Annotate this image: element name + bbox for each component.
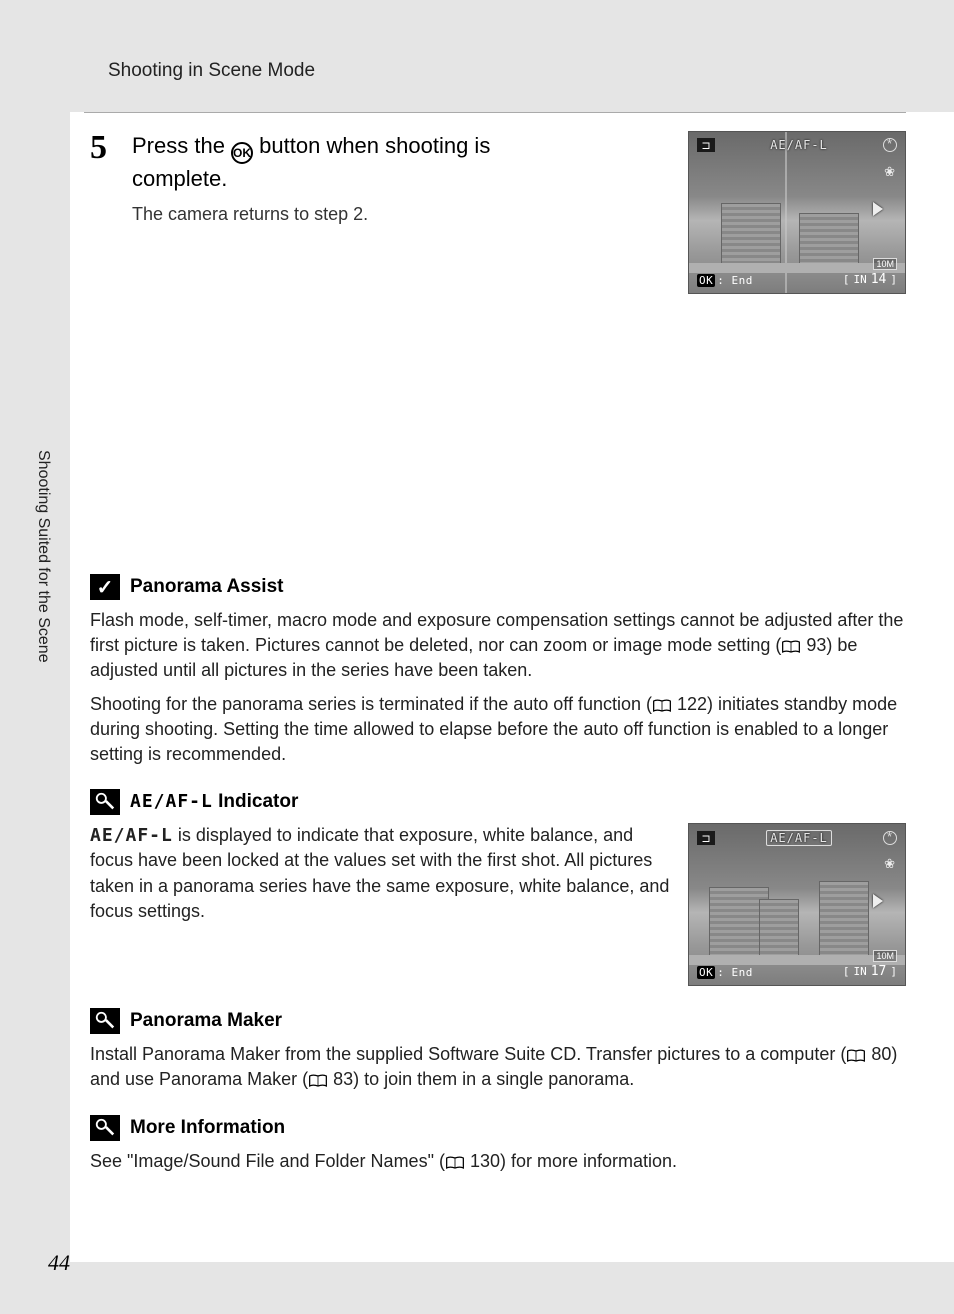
- direction-arrow-icon: [873, 894, 883, 908]
- memory-counter: [IN 17]: [843, 964, 897, 979]
- disc-icon: [883, 831, 897, 845]
- page-header: Shooting in Scene Mode: [0, 0, 954, 112]
- ok-end-label: OK: End: [697, 274, 753, 287]
- page-ref-icon: [308, 1074, 328, 1088]
- page-ref-icon: [781, 640, 801, 654]
- note-indicator-header: AE/AF-L Indicator: [90, 789, 906, 815]
- lcd-screenshot-2: ⊐ AE/AF-L ❀ OK: End 10M [IN 17]: [688, 823, 906, 986]
- note-title: AE/AF-L Indicator: [130, 791, 298, 813]
- image-size-badge: 10M: [873, 258, 897, 270]
- lcd-screenshot-1: ⊐ AE/AF-L ❀ OK: End 10M [IN 14]: [688, 131, 906, 294]
- section-title: Shooting in Scene Mode: [108, 60, 315, 81]
- page-ref-icon: [445, 1156, 465, 1170]
- ok-button-icon: OK: [231, 142, 253, 164]
- memory-counter: [IN 14]: [843, 272, 897, 287]
- note-more-info-header: More Information: [90, 1115, 906, 1141]
- step-title: Press the OK button when shooting is com…: [132, 131, 562, 194]
- note-check-icon: [90, 574, 120, 600]
- direction-arrow-icon: [873, 202, 883, 216]
- step-5: 5 Press the OK button when shooting is c…: [90, 131, 906, 294]
- panorama-assist-p2: Shooting for the panorama series is term…: [90, 692, 906, 768]
- side-tab-label: Shooting Suited for the Scene: [34, 450, 52, 663]
- page-ref-icon: [652, 699, 672, 713]
- note-pencil-icon: [90, 1115, 120, 1141]
- page-ref-icon: [846, 1049, 866, 1063]
- note-title: More Information: [130, 1117, 285, 1139]
- step-body-text: The camera returns to step 2.: [132, 202, 660, 227]
- page-number: 44: [48, 1250, 70, 1276]
- panorama-mode-icon: ⊐: [697, 831, 715, 845]
- note-pencil-icon: [90, 1008, 120, 1034]
- aeaf-indicator-boxed: AE/AF-L: [766, 830, 832, 846]
- ok-end-label: OK: End: [697, 966, 753, 979]
- macro-icon: ❀: [884, 164, 895, 180]
- panorama-mode-icon: ⊐: [697, 138, 715, 152]
- content: 5 Press the OK button when shooting is c…: [70, 112, 954, 1262]
- more-info-body: See "Image/Sound File and Folder Names" …: [90, 1149, 906, 1174]
- macro-icon: ❀: [884, 856, 895, 872]
- disc-icon: [883, 138, 897, 152]
- note-pencil-icon: [90, 789, 120, 815]
- image-size-badge: 10M: [873, 950, 897, 962]
- aeaf-indicator: AE/AF-L: [770, 138, 828, 152]
- panorama-maker-body: Install Panorama Maker from the supplied…: [90, 1042, 906, 1092]
- note-title: Panorama Maker: [130, 1010, 282, 1032]
- step-number: 5: [90, 131, 116, 165]
- note-panorama-assist-header: Panorama Assist: [90, 574, 906, 600]
- note-title: Panorama Assist: [130, 576, 283, 598]
- indicator-body: AE/AF-L is displayed to indicate that ex…: [90, 823, 670, 924]
- note-panorama-maker-header: Panorama Maker: [90, 1008, 906, 1034]
- divider: [84, 112, 906, 113]
- panorama-assist-p1: Flash mode, self-timer, macro mode and e…: [90, 608, 906, 684]
